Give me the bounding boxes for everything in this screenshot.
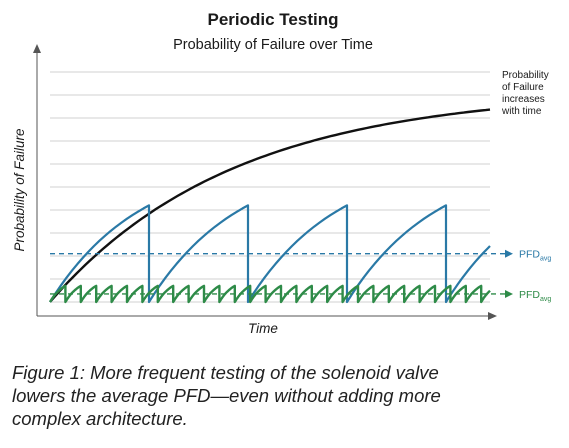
chart-title: Periodic Testing [208,10,339,29]
series-probability-of-failure [49,108,491,303]
series-lines [48,108,491,304]
pfd-avg-label-long: PFDavg [519,249,551,263]
pfd-avg-label-short: PFDavg [519,289,551,303]
annotation-line-1: Probability [502,70,549,81]
series-short-test-interval [48,284,491,304]
x-axis-arrow [488,312,497,320]
pfd-label-subscript: avg [540,256,551,263]
pfd-label-subscript: avg [540,296,551,303]
pfd-label-main: PFD [519,249,540,261]
chart: Periodic Testing Probability of Failure … [12,10,551,336]
caption-line-3: complex architecture. [12,408,188,429]
axes [33,44,497,320]
y-axis-label: Probability of Failure [12,128,27,251]
chart-subtitle: Probability of Failure over Time [173,37,373,53]
caption-line-1: Figure 1: More frequent testing of the s… [12,362,439,383]
pfd-avg-arrow-short [505,289,513,298]
annotation-line-3: increases [502,94,545,105]
curve-annotation: Probability of Failure increases with ti… [501,70,551,117]
pfd-avg-arrow-long [505,249,513,258]
grid-lines [50,71,490,303]
x-axis-label: Time [248,321,278,336]
pfd-label-main: PFD [519,289,540,301]
series-long-test-interval [49,204,491,304]
annotation-line-4: with time [501,106,542,117]
annotation-line-2: of Failure [502,82,544,93]
caption-line-2: lowers the average PFD—even without addi… [12,385,441,406]
figure-caption: Figure 1: More frequent testing of the s… [12,361,557,430]
y-axis-arrow [33,44,41,53]
